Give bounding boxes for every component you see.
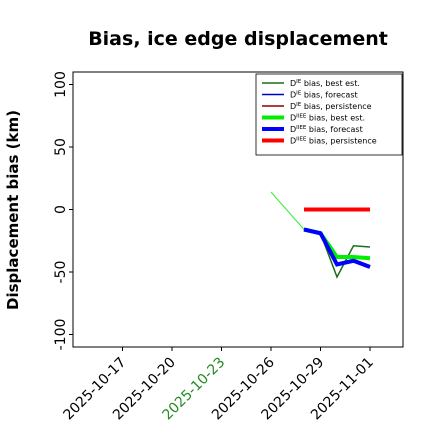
series-line [303, 227, 371, 269]
legend-label: DIE bias, best est. [290, 79, 360, 88]
legend-label: DIIEE bias, persistence [290, 137, 377, 146]
series-line [270, 191, 305, 230]
legend-label: DIE bias, forecast [290, 91, 358, 100]
legend-label: DIE bias, persistence [290, 102, 372, 111]
y-tick-label: -50 [53, 261, 69, 284]
y-tick-label: 0 [53, 205, 69, 214]
y-tick-label: 100 [53, 71, 69, 98]
legend-label: DIIEE bias, forecast [290, 125, 363, 134]
chart-title: Bias, ice edge displacement [88, 28, 388, 50]
y-axis-label: Displacement bias (km) [4, 110, 22, 310]
legend-label: DIIEE bias, best est. [290, 114, 365, 123]
y-tick-label: 50 [53, 138, 69, 156]
series-line [303, 228, 371, 279]
series-line [303, 227, 371, 261]
y-tick-label: -100 [53, 319, 69, 351]
